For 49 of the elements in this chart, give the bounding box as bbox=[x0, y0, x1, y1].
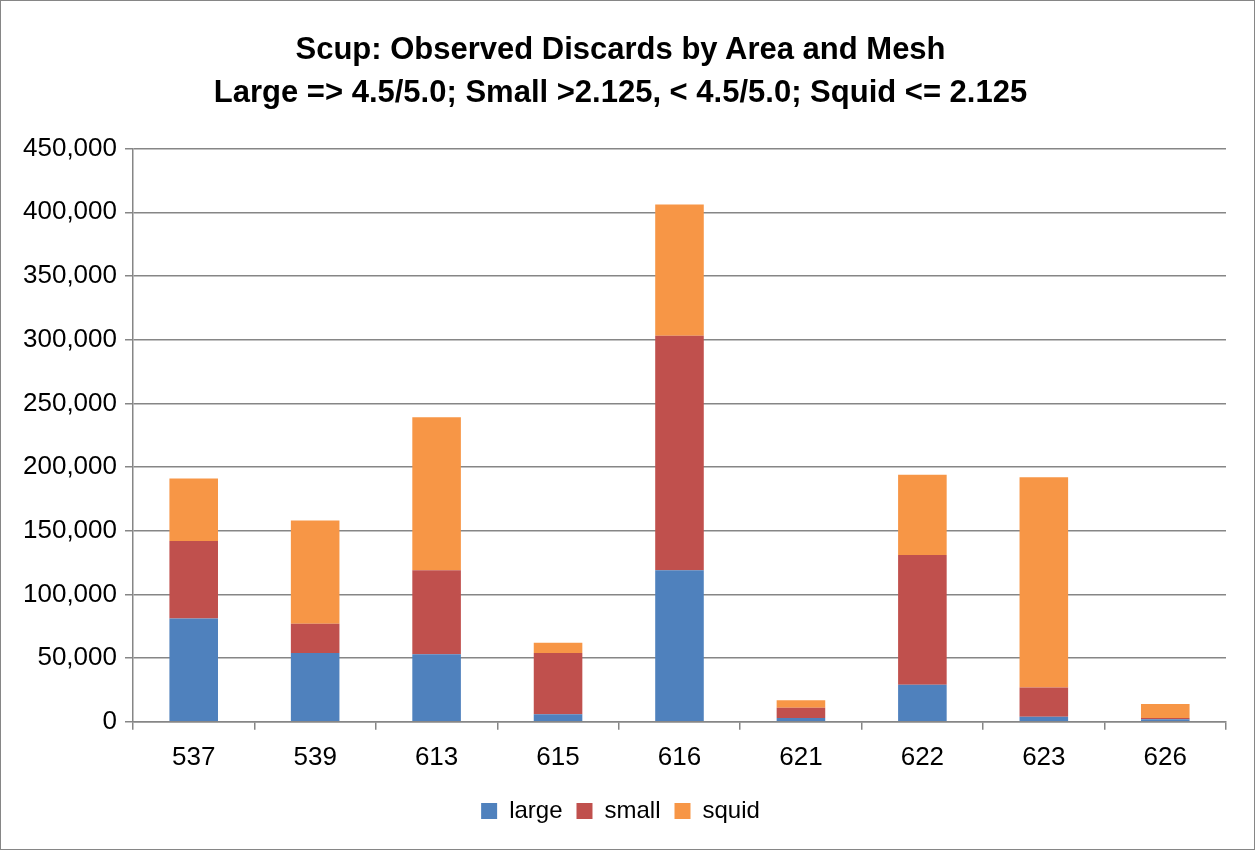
bar bbox=[655, 335, 704, 571]
legend-label: squid bbox=[702, 795, 760, 823]
y-tick-label: 250,000 bbox=[23, 386, 117, 417]
x-tick-label: 615 bbox=[536, 740, 580, 771]
bar bbox=[776, 717, 826, 722]
bar bbox=[655, 570, 704, 722]
chart-title: Scup: Observed Discards by Area and Mesh bbox=[295, 30, 946, 66]
bar bbox=[290, 623, 340, 654]
bar bbox=[290, 653, 340, 722]
y-tick-label: 450,000 bbox=[23, 131, 117, 162]
bar bbox=[412, 417, 461, 571]
y-tick-label: 0 bbox=[102, 704, 117, 735]
bar bbox=[290, 520, 340, 624]
y-tick-label: 400,000 bbox=[23, 195, 117, 226]
chart-subtitle: Large => 4.5/5.0; Small >2.125, < 4.5/5.0; Squid <= 2.125 bbox=[213, 73, 1028, 109]
y-tick-label: 300,000 bbox=[23, 322, 117, 353]
legend-label: large bbox=[509, 795, 563, 823]
bar bbox=[533, 714, 583, 722]
y-tick-label: 50,000 bbox=[37, 641, 117, 672]
x-tick-label: 626 bbox=[1143, 740, 1187, 771]
bar bbox=[412, 570, 461, 655]
bar bbox=[898, 474, 947, 555]
y-tick-label: 350,000 bbox=[23, 259, 117, 290]
bar bbox=[1019, 477, 1069, 688]
x-tick-label: 622 bbox=[900, 740, 945, 771]
bar bbox=[533, 653, 583, 715]
bar bbox=[169, 540, 218, 619]
x-tick-label: 613 bbox=[414, 740, 459, 771]
bar bbox=[169, 478, 218, 541]
y-tick-label: 100,000 bbox=[23, 577, 117, 608]
bar bbox=[533, 642, 583, 654]
bar bbox=[776, 707, 826, 718]
y-tick-label: 150,000 bbox=[23, 513, 117, 544]
x-tick-label: 623 bbox=[1022, 740, 1066, 771]
bar bbox=[1019, 716, 1069, 722]
x-tick-label: 616 bbox=[657, 740, 702, 771]
x-tick-label: 621 bbox=[779, 740, 823, 771]
bar bbox=[1140, 703, 1190, 718]
y-tick-label: 200,000 bbox=[23, 450, 117, 481]
bar bbox=[169, 618, 218, 722]
x-tick-label: 537 bbox=[172, 740, 216, 771]
legend-label: small bbox=[604, 795, 661, 823]
bar bbox=[1019, 687, 1069, 717]
bar bbox=[776, 700, 826, 708]
bar bbox=[898, 684, 947, 722]
bar bbox=[898, 554, 947, 685]
bar bbox=[412, 654, 461, 722]
bar bbox=[655, 204, 704, 336]
x-tick-label: 539 bbox=[293, 740, 337, 771]
